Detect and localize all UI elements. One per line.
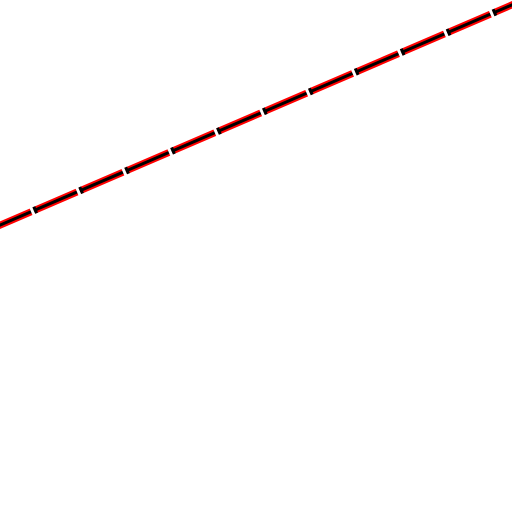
dashed-line — [0, 0, 512, 231]
line-black-stroke — [0, 3, 512, 227]
